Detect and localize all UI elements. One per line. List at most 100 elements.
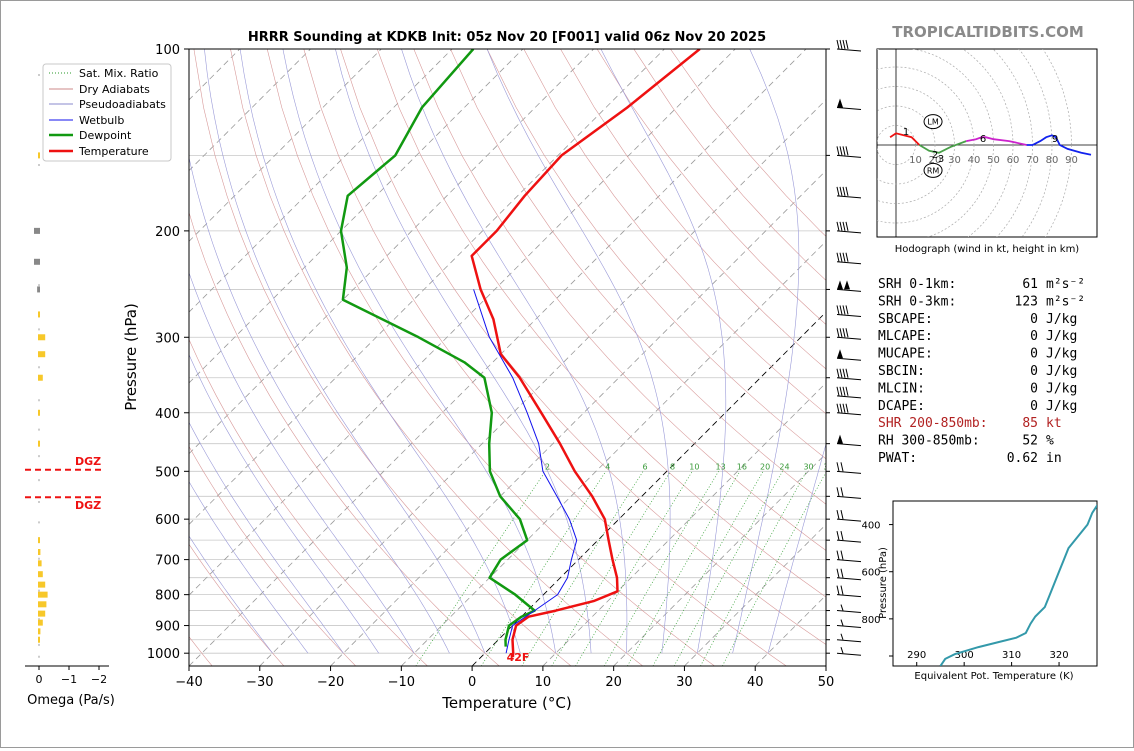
omega-bar <box>38 374 43 381</box>
dry-adiabat <box>230 49 643 666</box>
mixing-ratio-label: 10 <box>689 462 699 471</box>
isotherm-line <box>684 523 826 666</box>
y-tick-label: 900 <box>155 620 180 635</box>
omega-tick-label: −1 <box>61 673 77 686</box>
wind-barb <box>836 328 862 340</box>
wind-barb <box>836 604 862 614</box>
hodo-speed-label: 70 <box>1026 155 1039 166</box>
isotherm-line <box>259 99 826 666</box>
pseudo-adiabat <box>486 49 671 654</box>
wind-barb <box>836 647 862 656</box>
theta-y-tick-label: 400 <box>861 521 880 532</box>
mixing-ratio-label: 24 <box>779 462 789 471</box>
index-label: SRH 0-1km: <box>878 277 956 292</box>
omega-bar <box>38 560 42 567</box>
x-tick-label: 10 <box>535 675 552 690</box>
omega-bar <box>38 571 43 578</box>
index-label: MUCAPE: <box>878 347 933 362</box>
index-unit: J/kg <box>1046 399 1077 414</box>
hodo-trace-segment <box>1026 134 1092 156</box>
hodo-trace-segment <box>918 140 967 154</box>
wind-barb <box>836 568 862 581</box>
x-tick-label: 30 <box>676 675 693 690</box>
omega-tick-label: 0 <box>36 673 43 686</box>
isotherm-line <box>189 49 807 666</box>
omega-bar <box>38 619 43 626</box>
index-unit: J/kg <box>1046 364 1077 379</box>
dewpoint-profile <box>339 49 536 647</box>
wind-barb <box>836 252 862 265</box>
theta-e-frame <box>892 500 1098 667</box>
x-tick-label: −10 <box>388 675 415 690</box>
mixing-ratio-label: 16 <box>737 462 747 471</box>
temperature-profile <box>470 49 701 658</box>
index-row: SRH 0-1km: 61 m²s⁻² <box>878 277 1085 292</box>
index-label: MLCIN: <box>878 381 925 396</box>
hodo-trace-segment <box>966 136 1027 146</box>
omega-bar <box>38 409 40 416</box>
omega-bar <box>38 601 47 608</box>
index-label: DCAPE: <box>878 399 925 414</box>
y-tick-label: 300 <box>155 331 180 346</box>
dry-adiabat <box>189 211 500 666</box>
y-tick-label: 1000 <box>147 647 180 662</box>
y-tick-label: 700 <box>155 554 180 569</box>
theta-e-xlabel: Equivalent Pot. Temperature (K) <box>914 671 1073 682</box>
omega-bar <box>37 286 40 293</box>
hodo-height-label: 9 <box>1052 134 1058 145</box>
mixing-ratio-label: 6 <box>643 462 648 471</box>
wind-barb <box>836 487 862 499</box>
dry-adiabat <box>450 49 826 505</box>
pseudo-adiabat <box>189 421 344 654</box>
surface-temp-label: 42F <box>507 651 530 664</box>
mixing-ratio-label: 30 <box>803 462 813 471</box>
mixing-ratio-line <box>481 471 607 666</box>
mixing-ratio-line <box>575 471 693 666</box>
wind-barb <box>836 510 862 522</box>
omega-tick-label: −2 <box>91 673 107 686</box>
wind-barb <box>836 186 862 199</box>
theta-e-plot: 290 300 310 320 400 600 800 <box>861 504 1097 666</box>
pseudo-adiabat <box>189 535 273 654</box>
chart-title: HRRR Sounding at KDKB Init: 05z Nov 20 [… <box>248 30 766 45</box>
hodo-height-label: 1 <box>903 127 909 138</box>
legend-label-wetbulb: Wetbulb <box>79 114 124 127</box>
index-value: 0 <box>1030 364 1038 379</box>
index-unit: J/kg <box>1046 329 1077 344</box>
mixing-ratio-label: 4 <box>605 462 610 471</box>
x-tick-label: −40 <box>175 675 202 690</box>
wind-barb <box>836 368 862 381</box>
mixing-ratio-label: 13 <box>716 462 726 471</box>
hodo-ring <box>877 125 916 165</box>
legend-label-dry: Dry Adiabats <box>79 83 150 96</box>
y-tick-label: 800 <box>155 589 180 604</box>
x-tick-label: −30 <box>246 675 273 690</box>
skewt-plot-frame <box>188 48 827 667</box>
index-unit: kt <box>1046 416 1062 431</box>
index-value: 85 <box>1022 416 1038 431</box>
wetbulb-profile <box>473 289 578 654</box>
hodo-speed-label: 10 <box>909 155 922 166</box>
index-row: DCAPE: 0 J/kg <box>878 399 1077 414</box>
omega-bar <box>38 334 46 341</box>
dry-adiabat <box>266 49 715 666</box>
index-value: 0 <box>1030 329 1038 344</box>
mixing-ratio-line <box>652 471 764 666</box>
pseudo-adiabat <box>189 481 309 654</box>
wind-barb <box>836 146 862 158</box>
omega-xlabel: Omega (Pa/s) <box>27 693 115 708</box>
mixing-ratio-label: 20 <box>760 462 770 471</box>
wind-barb <box>836 39 862 52</box>
hodo-speed-label: 80 <box>1046 155 1059 166</box>
hodograph-caption: Hodograph (wind in kt, height in km) <box>895 244 1080 255</box>
hodo-ring <box>962 49 1014 237</box>
index-value: 0 <box>1030 399 1038 414</box>
pseudo-adiabat <box>239 49 521 654</box>
hodo-height-label: 2 <box>932 150 938 161</box>
y-tick-label: 200 <box>155 225 180 240</box>
wind-barb <box>836 305 862 317</box>
index-value: 0 <box>1030 347 1038 362</box>
index-row: SBCIN: 0 J/kg <box>878 364 1077 379</box>
index-label: PWAT: <box>878 451 917 466</box>
lm-label: LM <box>927 118 938 127</box>
